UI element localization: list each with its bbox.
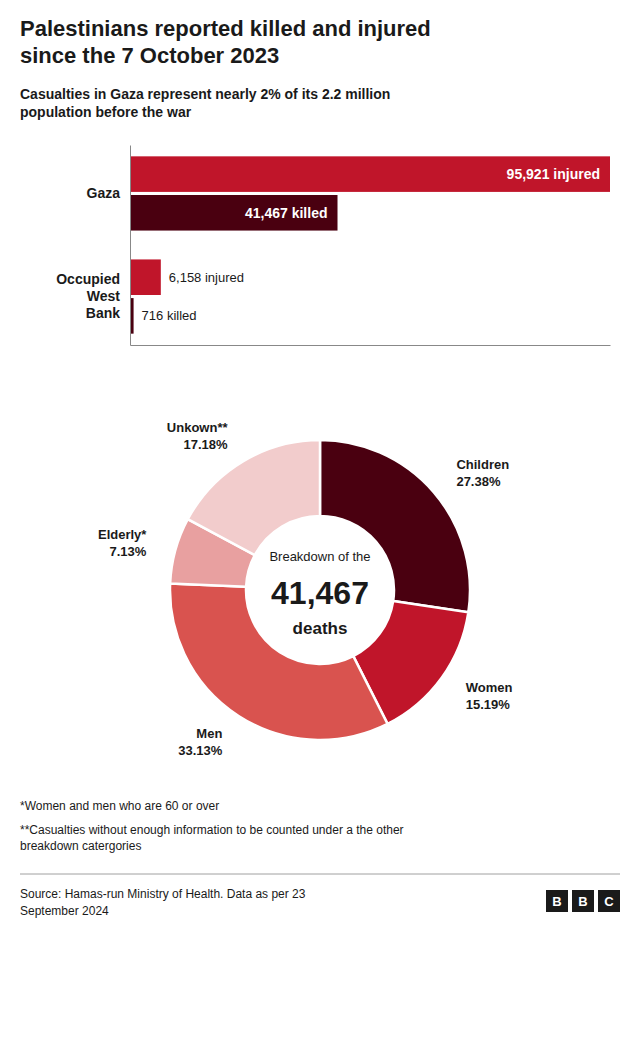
- subtitle-line: population before the war: [20, 104, 192, 120]
- slice-value-label: 17.18%: [183, 437, 228, 452]
- logo-box: [598, 890, 620, 912]
- slice-category: Men: [196, 726, 222, 741]
- y-tick-label-line: Gaza: [87, 185, 121, 201]
- bars: [130, 156, 610, 333]
- logo-letter: B: [578, 894, 587, 909]
- center-text: 41,467: [271, 575, 369, 611]
- donut: Children 27.38% Women 15.19% Men 33.13% Elderl…: [98, 420, 513, 758]
- data-label: 6,158 injured: [169, 270, 244, 285]
- data-label: 716 killed: [142, 308, 197, 323]
- source-line: September 2024: [20, 904, 109, 918]
- chart-root: Palestinians reported killed and injured…: [0, 0, 640, 1046]
- x-axis: [131, 345, 611, 346]
- slice-value-label: 7.13%: [110, 544, 147, 559]
- y-tick-label: OccupiedWestBank: [56, 271, 120, 321]
- title-line: Palestinians reported killed and injured: [20, 16, 431, 41]
- separator: [20, 874, 620, 875]
- center-text: deaths: [293, 619, 348, 638]
- y-tick-label: Gaza: [87, 185, 121, 201]
- slice-category: Unkown**: [167, 420, 229, 435]
- logo-box: [546, 890, 568, 912]
- bar: [130, 156, 610, 192]
- slice-label: Unkown** 17.18%: [167, 420, 229, 452]
- title-line: since the 7 October 2023: [20, 43, 279, 68]
- slice-labels: Children 27.38% Women 15.19% Men 33.13% Elderl…: [98, 420, 513, 758]
- y-tick-label-line: Bank: [86, 305, 120, 321]
- source-line: Source: Hamas-run Ministry of Health. Da…: [20, 887, 306, 901]
- title: Palestinians reported killed and injured…: [20, 16, 431, 68]
- footnote: *Women and men who are 60 or over: [20, 799, 219, 813]
- subtitle: Casualties in Gaza represent nearly 2% o…: [20, 86, 390, 120]
- bar: [130, 195, 338, 231]
- y-tick: OccupiedWestBank: [56, 271, 130, 321]
- slice-value-label: 27.38%: [456, 474, 501, 489]
- slice-category: Elderly*: [98, 527, 147, 542]
- y-tick: Gaza: [87, 185, 130, 201]
- footnote: **Casualties without enough information …: [20, 823, 404, 853]
- logo-letter: B: [552, 894, 561, 909]
- bar: [130, 259, 161, 295]
- center-text: Breakdown of the: [269, 549, 370, 564]
- slice-value-label: 15.19%: [466, 697, 511, 712]
- y-axis-line: [130, 146, 131, 346]
- logo-letter: C: [604, 894, 614, 909]
- x-axis-line: [131, 345, 611, 346]
- slice-label: Men 33.13%: [178, 726, 223, 758]
- bar-labels: 95,921 injured 6,158 injured 41,467 killed…: [142, 166, 600, 323]
- data-label: 41,467 killed: [245, 205, 328, 221]
- slice-label: Women 15.19%: [466, 680, 513, 712]
- slice-value-label: 33.13%: [178, 743, 223, 758]
- logo: BBC: [546, 890, 620, 912]
- y-tick-label-line: Occupied: [56, 271, 120, 287]
- slices: [170, 440, 470, 740]
- slice-label: Children 27.38%: [456, 457, 509, 489]
- logo-box: [572, 890, 594, 912]
- footnote-line: breakdown catergories: [20, 839, 141, 853]
- footnote-line: **Casualties without enough information …: [20, 823, 404, 837]
- subtitle-line: Casualties in Gaza represent nearly 2% o…: [20, 86, 390, 102]
- data-label: 95,921 injured: [507, 166, 600, 182]
- slice-category: Women: [466, 680, 513, 695]
- slice-category: Children: [456, 457, 509, 472]
- source: Source: Hamas-run Ministry of Health. Da…: [20, 887, 306, 918]
- slice-label: Elderly* 7.13%: [98, 527, 147, 559]
- footnote-line: *Women and men who are 60 or over: [20, 799, 219, 813]
- slice: [188, 440, 320, 555]
- y-axis: Gaza OccupiedWestBank: [56, 146, 130, 346]
- y-tick-label-line: West: [87, 288, 121, 304]
